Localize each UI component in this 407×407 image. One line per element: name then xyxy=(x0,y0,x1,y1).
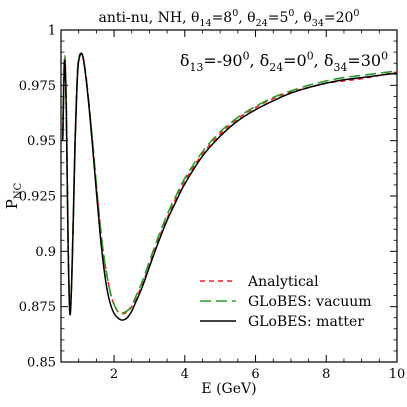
y-tick-label: 0.85 xyxy=(27,356,56,371)
x-tick-label: 6 xyxy=(251,367,259,382)
x-axis-label: E (GeV) xyxy=(201,381,256,397)
series-line-globes-vacuum xyxy=(63,53,397,313)
legend-label: Analytical xyxy=(247,274,319,290)
y-axis-label: PNC xyxy=(3,182,24,209)
legend: Analytical GLoBES: vacuum GLoBES: matter xyxy=(200,274,372,330)
y-tick-label: 0.95 xyxy=(27,134,56,149)
y-tick-label: 1 xyxy=(48,24,56,39)
y-tick-label: 0.925 xyxy=(19,190,56,205)
series-group xyxy=(63,53,397,320)
y-tick-label: 0.975 xyxy=(19,79,56,94)
series-line-globes-matter xyxy=(63,54,397,321)
y-tick-label: 0.875 xyxy=(19,300,56,315)
x-tick-label: 2 xyxy=(110,367,118,382)
legend-label: GLoBES: matter xyxy=(248,314,364,330)
x-tick-label: 8 xyxy=(322,367,330,382)
chart-title: anti-nu, NH, θ14=80, θ24=50, θ34=200 xyxy=(99,8,360,29)
annotation: δ13=-900, δ24=00, δ34=300 xyxy=(180,49,388,74)
x-tick-label: 10 xyxy=(389,367,406,382)
series-line-analytical xyxy=(63,53,397,313)
x-tick-label: 4 xyxy=(181,367,189,382)
legend-label: GLoBES: vacuum xyxy=(248,294,372,310)
y-tick-label: 0.9 xyxy=(35,245,56,260)
